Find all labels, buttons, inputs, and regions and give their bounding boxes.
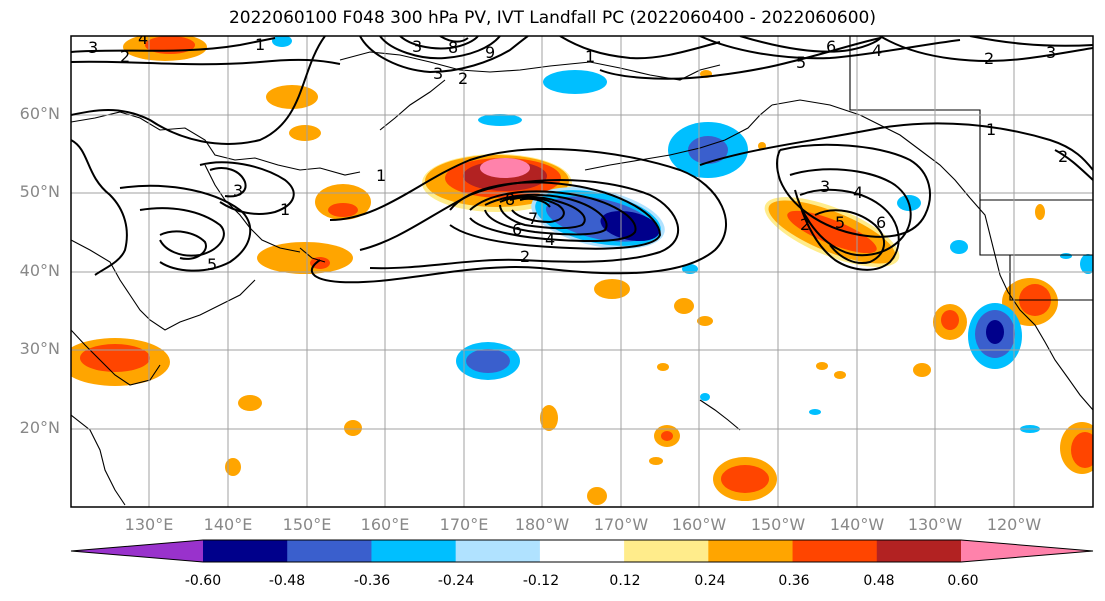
contour-label: 3 — [1046, 43, 1056, 62]
contour-label: 6 — [876, 213, 886, 232]
colorbar-segment — [792, 540, 878, 562]
negative-anomaly-blob — [272, 36, 1093, 433]
contour-label: 8 — [505, 190, 515, 209]
contour-label: 2 — [458, 69, 468, 88]
map-title: 2022060100 F048 300 hPa PV, IVT Landfall… — [228, 8, 876, 28]
lon-label: 180°W — [514, 515, 570, 534]
contour-label: 1 — [255, 35, 265, 54]
lon-label: 120°W — [986, 515, 1042, 534]
positive-anomaly-blob — [1060, 422, 1093, 474]
negative-anomaly-blob — [668, 122, 748, 178]
contour-label: 1 — [585, 47, 595, 66]
shaded-anomalies — [71, 36, 1093, 505]
contour-label: 3 — [433, 64, 443, 83]
colorbar-segment — [455, 540, 541, 562]
contour-label: 5 — [796, 53, 806, 72]
contour-label: 9 — [485, 43, 495, 62]
lat-label: 60°N — [19, 104, 60, 123]
contour-label: 1 — [986, 120, 996, 139]
lon-label: 170°W — [593, 515, 649, 534]
map-content: 3 2 4 1 3 8 9 3 2 1 6 5 4 2 3 1 2 3 1 5 … — [71, 29, 1093, 507]
colorbar-tick-label: 0.60 — [947, 573, 979, 589]
colorbar-tick-label: 0.24 — [694, 573, 726, 589]
colorbar-segment — [287, 540, 372, 562]
contour-label: 6 — [512, 220, 522, 239]
contour-label: 3 — [233, 181, 243, 200]
colorbar-tick-label: -0.48 — [268, 573, 306, 589]
lon-label: 160°E — [360, 515, 410, 534]
colorbar-segment — [876, 540, 962, 562]
contour-label: 2 — [520, 247, 530, 266]
colorbar-tick-label: 0.36 — [778, 573, 810, 589]
colorbar-segment — [624, 540, 709, 562]
colorbar-segment — [203, 540, 288, 562]
negative-anomaly-blob — [456, 342, 520, 380]
contour-label: 5 — [835, 213, 845, 232]
lat-label: 30°N — [19, 339, 60, 358]
contour-label: 6 — [826, 37, 836, 56]
contour-label: 1 — [376, 166, 386, 185]
contour-labels: 3 2 4 1 3 8 9 3 2 1 6 5 4 2 3 1 2 3 1 5 … — [88, 29, 1068, 274]
colorbar-segment — [961, 540, 1093, 562]
contour-label: 2 — [800, 215, 810, 234]
colorbar — [70, 539, 1094, 563]
positive-anomaly-blob — [713, 457, 777, 501]
colorbar-tick-label: 0.48 — [863, 573, 895, 589]
positive-anomaly-blob — [71, 338, 170, 386]
contour-label: 4 — [545, 230, 555, 249]
contour-label: 3 — [820, 177, 830, 196]
lon-label: 130°W — [907, 515, 963, 534]
lon-label: 160°W — [671, 515, 727, 534]
colorbar-segment — [371, 540, 457, 562]
pv-contours — [71, 36, 1093, 284]
colorbar-segment — [708, 540, 794, 562]
map-frame — [70, 35, 1094, 508]
contour-label: 2 — [984, 49, 994, 68]
contour-label: 4 — [872, 41, 882, 60]
positive-anomaly-blob — [123, 36, 207, 61]
contour-label: 5 — [207, 255, 217, 274]
contour-label: 2 — [120, 47, 130, 66]
lon-label: 140°E — [203, 515, 253, 534]
positive-anomaly-blob — [933, 304, 967, 340]
contour-label: 1 — [280, 200, 290, 219]
colorbar-segment — [539, 540, 625, 562]
colorbar-tick-label: -0.12 — [522, 573, 560, 589]
lon-label: 150°E — [282, 515, 332, 534]
coastlines — [71, 36, 1093, 506]
contour-label: 4 — [138, 29, 148, 48]
lat-label: 40°N — [19, 261, 60, 280]
contour-label: 7 — [528, 209, 538, 228]
colorbar-outline — [70, 539, 1094, 563]
contour-label: 4 — [853, 183, 863, 202]
positive-anomaly-blob — [257, 242, 353, 274]
lon-label: 140°W — [829, 515, 885, 534]
lat-label: 20°N — [19, 418, 60, 437]
contour-label: 8 — [448, 38, 458, 57]
lon-label: 150°W — [750, 515, 806, 534]
lon-label: 130°E — [124, 515, 174, 534]
colorbar-tick-label: 0.12 — [609, 573, 641, 589]
colorbar-tick-label: -0.60 — [184, 573, 222, 589]
contour-label: 2 — [1058, 147, 1068, 166]
positive-anomaly-blob — [225, 70, 1045, 505]
negative-anomaly-blob — [968, 303, 1022, 369]
lon-label: 170°E — [439, 515, 489, 534]
lat-label: 50°N — [19, 182, 60, 201]
colorbar-segment — [71, 540, 203, 562]
colorbar-tick-label: -0.36 — [353, 573, 391, 589]
positive-anomaly-blob — [266, 85, 321, 141]
colorbar-tick-label: -0.24 — [437, 573, 475, 589]
contour-label: 3 — [412, 37, 422, 56]
contour-label: 3 — [88, 38, 98, 57]
